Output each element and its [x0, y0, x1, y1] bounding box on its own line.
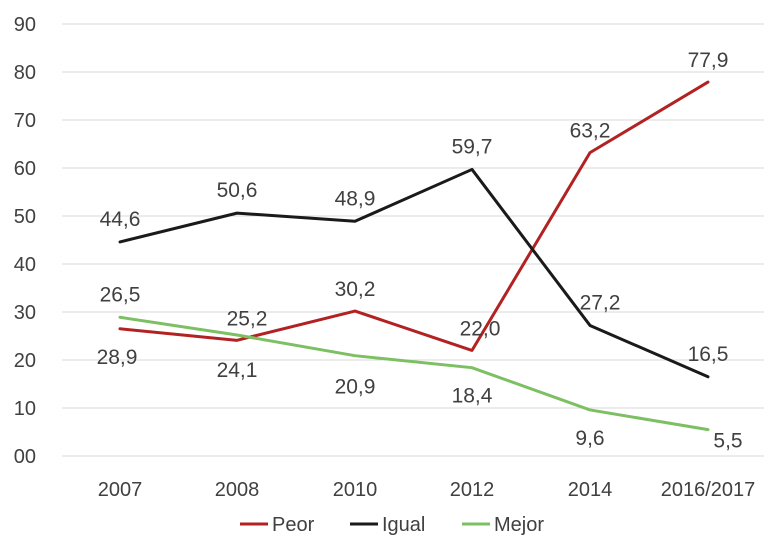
data-label: 50,6: [217, 179, 258, 202]
data-label: 22,0: [460, 317, 501, 340]
x-axis-ticks: 2007 2008 2010 2012 2014 2016/2017: [98, 479, 756, 501]
data-label: 26,5: [100, 283, 141, 306]
data-label: 48,9: [335, 187, 376, 210]
data-label: 77,9: [688, 49, 729, 72]
legend-label-mejor: Mejor: [494, 514, 544, 536]
data-label: 28,9: [97, 346, 138, 369]
legend-label-peor: Peor: [272, 514, 315, 536]
series-line-igual: [118, 167, 710, 379]
y-tick-label: 00: [14, 446, 36, 468]
gridlines: [62, 23, 764, 457]
data-label: 25,2: [227, 307, 268, 330]
x-tick-label: 2008: [215, 479, 260, 501]
legend-label-igual: Igual: [382, 514, 425, 536]
data-labels: 28,9 25,2 30,2 22,0 63,2 77,9 44,6 50,6 48,9 59,7…: [97, 49, 743, 453]
data-label: 9,6: [575, 427, 604, 450]
data-label: 16,5: [688, 343, 729, 366]
x-tick-label: 2007: [98, 479, 143, 501]
y-tick-label: 60: [14, 158, 36, 180]
y-tick-label: 50: [14, 206, 36, 228]
y-tick-label: 20: [14, 350, 36, 372]
x-tick-label: 2012: [450, 479, 495, 501]
data-label: 30,2: [335, 278, 376, 301]
data-label: 63,2: [570, 120, 611, 143]
x-tick-label: 2014: [568, 479, 613, 501]
series-line-mejor: [118, 315, 710, 432]
y-tick-label: 30: [14, 302, 36, 324]
data-label: 44,6: [100, 208, 141, 231]
legend: Peor Igual Mejor: [240, 514, 544, 536]
y-tick-label: 90: [14, 14, 36, 36]
y-tick-label: 40: [14, 254, 36, 276]
data-label: 24,1: [217, 359, 258, 382]
y-tick-label: 80: [14, 62, 36, 84]
y-axis-ticks: 00 10 20 30 40 50 60 70 80 90: [14, 14, 36, 468]
y-tick-label: 10: [14, 398, 36, 420]
data-label: 27,2: [580, 291, 621, 314]
series-line-peor: [118, 80, 710, 352]
x-tick-label: 2010: [333, 479, 378, 501]
data-label: 20,9: [335, 376, 376, 399]
series-lines: [118, 80, 710, 432]
x-tick-label: 2016/2017: [661, 479, 756, 501]
y-tick-label: 70: [14, 110, 36, 132]
data-label: 5,5: [713, 430, 742, 453]
data-label: 59,7: [452, 135, 493, 158]
data-label: 18,4: [452, 385, 493, 408]
